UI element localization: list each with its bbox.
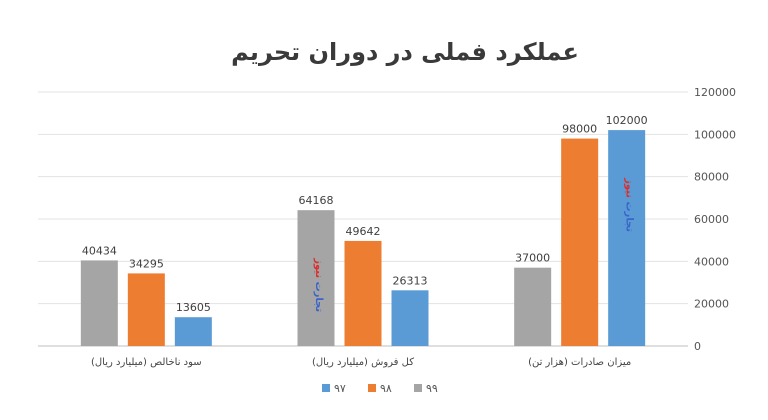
data-label: 49642 (346, 225, 381, 238)
y-tick-label: 100000 (694, 128, 736, 141)
bar (514, 267, 552, 346)
bar (174, 317, 212, 346)
bar (127, 273, 165, 346)
data-label: 102000 (606, 114, 648, 127)
legend: ۹۷ ۹۸ ۹۹ (322, 382, 438, 395)
watermarks: تجارت نیوز تجارت نیوز (313, 177, 635, 312)
data-label: 64168 (299, 194, 334, 207)
category-labels: سود ناخالص (میلیارد ریال) کل فروش (میلیار… (91, 357, 631, 368)
data-label: 34295 (129, 257, 164, 270)
watermark-text: تجارت نیوز (624, 177, 635, 232)
legend-swatch (322, 384, 330, 392)
bar (80, 260, 118, 346)
data-label: 13605 (176, 301, 211, 314)
y-tick-label: 60000 (694, 213, 729, 226)
legend-label: ۹۹ (426, 382, 438, 395)
legend-label: ۹۸ (380, 382, 392, 395)
watermark-text: تجارت نیوز (313, 257, 324, 312)
y-tick-label: 80000 (694, 171, 729, 184)
y-tick-label: 0 (694, 340, 701, 353)
data-label: 37000 (515, 252, 550, 265)
chart-title: عملکرد فملی در دوران تحریم (231, 38, 579, 66)
bar (391, 290, 429, 346)
y-tick-label: 20000 (694, 298, 729, 311)
category-label: میزان صادرات (هزار تن) (528, 357, 631, 368)
y-tick-label: 40000 (694, 255, 729, 268)
data-label: 40434 (82, 244, 117, 257)
legend-swatch (368, 384, 376, 392)
bar (297, 210, 335, 346)
legend-label: ۹۷ (334, 382, 346, 395)
data-label: 26313 (393, 274, 428, 287)
category-label: سود ناخالص (میلیارد ریال) (91, 357, 202, 368)
category-label: کل فروش (میلیارد ریال) (312, 357, 414, 368)
data-label: 98000 (562, 123, 597, 136)
legend-swatch (414, 384, 422, 392)
bar (608, 130, 646, 346)
y-tick-label: 120000 (694, 86, 736, 99)
data-labels: 40434 34295 13605 64168 49642 26313 37000 98000… (82, 114, 648, 314)
bar (344, 240, 382, 346)
y-axis-ticks: 0 20000 40000 60000 80000 100000 120000 (694, 86, 736, 353)
bars (80, 130, 646, 346)
bar (561, 138, 599, 346)
